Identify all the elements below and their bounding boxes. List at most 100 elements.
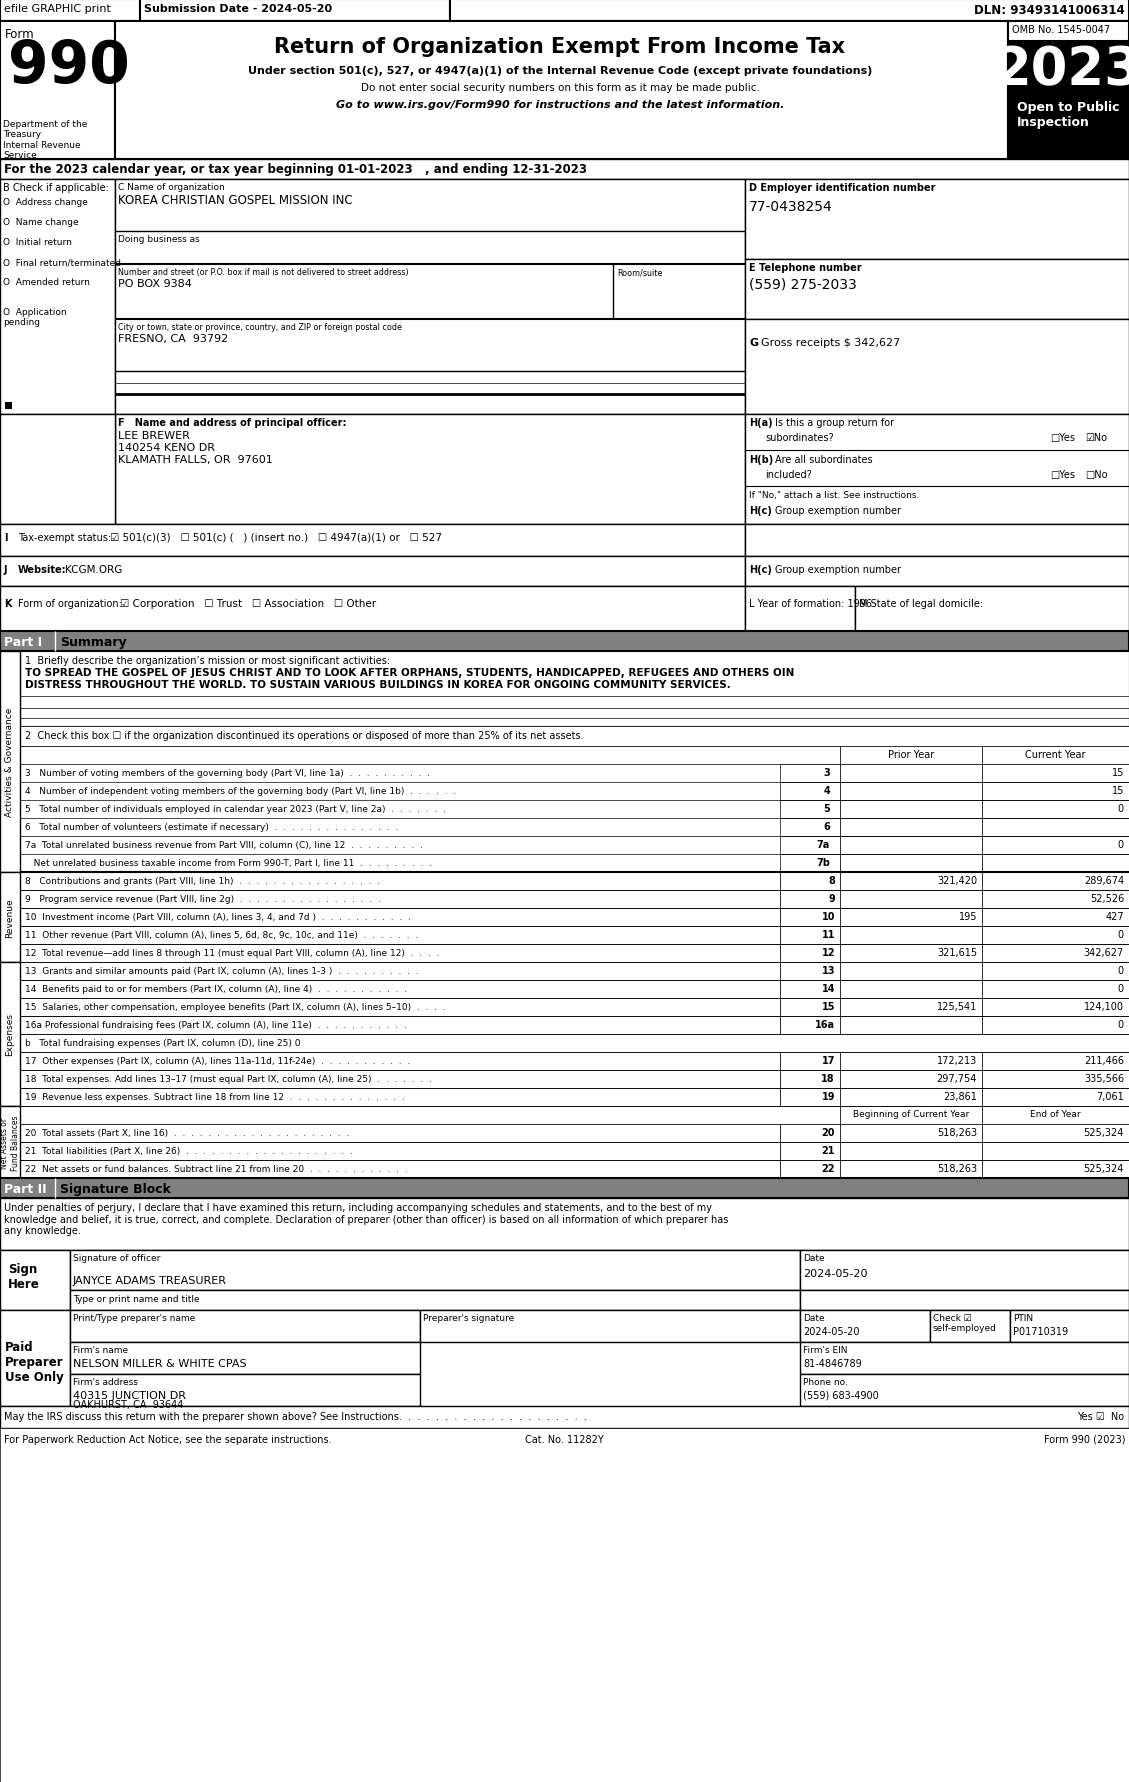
Text: 525,324: 525,324 xyxy=(1084,1164,1124,1173)
Text: H(b): H(b) xyxy=(749,454,773,465)
Bar xyxy=(20,998,780,1016)
Bar xyxy=(840,944,982,962)
Text: 172,213: 172,213 xyxy=(937,1055,977,1066)
Text: O  Application
pending: O Application pending xyxy=(3,308,67,328)
Bar xyxy=(0,524,745,556)
Text: 1  Briefly describe the organization’s mission or most significant activities:: 1 Briefly describe the organization’s mi… xyxy=(25,656,391,666)
Bar xyxy=(1010,1310,1129,1342)
Bar xyxy=(840,1053,982,1071)
Bar xyxy=(70,1290,800,1310)
Text: Net Assets or
Fund Balances: Net Assets or Fund Balances xyxy=(0,1114,19,1171)
Bar xyxy=(982,800,1129,818)
Bar xyxy=(0,873,20,962)
Text: 9   Program service revenue (Part VIII, line 2g)  .  .  .  .  .  .  .  .  .  .  : 9 Program service revenue (Part VIII, li… xyxy=(25,895,380,903)
Text: End of Year: End of Year xyxy=(1030,1110,1080,1119)
Text: 7,061: 7,061 xyxy=(1096,1091,1124,1101)
Bar xyxy=(780,1053,840,1071)
Text: 11: 11 xyxy=(822,930,835,939)
Text: Gross receipts $ 342,627: Gross receipts $ 342,627 xyxy=(761,339,900,347)
Bar xyxy=(982,980,1129,998)
Text: 52,526: 52,526 xyxy=(1089,893,1124,903)
Bar xyxy=(745,415,1129,524)
Text: 15: 15 xyxy=(1112,786,1124,795)
Bar xyxy=(800,1290,1129,1310)
Text: Cat. No. 11282Y: Cat. No. 11282Y xyxy=(525,1435,603,1443)
Bar xyxy=(20,891,780,909)
Bar xyxy=(780,873,840,891)
Text: OMB No. 1545-0047: OMB No. 1545-0047 xyxy=(1012,25,1110,36)
Text: 321,420: 321,420 xyxy=(937,875,977,886)
Text: Group exemption number: Group exemption number xyxy=(774,506,901,515)
Bar xyxy=(20,962,780,980)
Bar xyxy=(982,855,1129,873)
Bar xyxy=(780,1142,840,1160)
Text: 2023: 2023 xyxy=(995,45,1129,96)
Bar xyxy=(982,782,1129,800)
Bar xyxy=(840,764,982,782)
Bar xyxy=(0,160,1129,180)
Text: Room/suite: Room/suite xyxy=(618,267,663,276)
Text: DLN: 93493141006314: DLN: 93493141006314 xyxy=(974,4,1124,18)
Text: J: J xyxy=(5,565,8,574)
Bar xyxy=(840,1142,982,1160)
Text: 335,566: 335,566 xyxy=(1084,1073,1124,1083)
Bar xyxy=(780,891,840,909)
Text: 16a Professional fundraising fees (Part IX, column (A), line 11e)  .  .  .  .  .: 16a Professional fundraising fees (Part … xyxy=(25,1021,406,1030)
Text: 125,541: 125,541 xyxy=(937,1001,977,1012)
Bar xyxy=(855,586,1129,631)
Text: 10  Investment income (Part VIII, column (A), lines 3, 4, and 7d )  .  .  .  .  : 10 Investment income (Part VIII, column … xyxy=(25,912,411,921)
Bar xyxy=(745,260,1129,319)
Text: I: I xyxy=(5,533,8,544)
Text: efile GRAPHIC print: efile GRAPHIC print xyxy=(5,4,111,14)
Bar xyxy=(745,556,1129,586)
Bar xyxy=(780,836,840,855)
Bar xyxy=(780,998,840,1016)
Text: Department of the
Treasury
Internal Revenue
Service: Department of the Treasury Internal Reve… xyxy=(3,119,87,160)
Text: Group exemption number: Group exemption number xyxy=(774,565,901,574)
Text: 14  Benefits paid to or for members (Part IX, column (A), line 4)  .  .  .  .  .: 14 Benefits paid to or for members (Part… xyxy=(25,984,408,993)
Bar xyxy=(982,1016,1129,1034)
Text: LEE BREWER: LEE BREWER xyxy=(119,431,190,440)
Bar xyxy=(0,586,745,631)
Text: TO SPREAD THE GOSPEL OF JESUS CHRIST AND TO LOOK AFTER ORPHANS, STUDENTS, HANDIC: TO SPREAD THE GOSPEL OF JESUS CHRIST AND… xyxy=(25,668,795,677)
Text: O  Final return/terminated: O Final return/terminated xyxy=(3,258,121,267)
Text: Signature of officer: Signature of officer xyxy=(73,1253,160,1262)
Bar xyxy=(1008,21,1129,160)
Text: Print/Type preparer's name: Print/Type preparer's name xyxy=(73,1313,195,1322)
Bar xyxy=(780,944,840,962)
Text: Form 990 (2023): Form 990 (2023) xyxy=(1043,1435,1124,1443)
Text: Yes ☑  No: Yes ☑ No xyxy=(1077,1411,1124,1422)
Text: 20  Total assets (Part X, line 16)  .  .  .  .  .  .  .  .  .  .  .  .  .  .  . : 20 Total assets (Part X, line 16) . . . … xyxy=(25,1128,349,1137)
Text: 10: 10 xyxy=(822,911,835,921)
Text: E Telephone number: E Telephone number xyxy=(749,264,861,273)
Text: 19: 19 xyxy=(822,1091,835,1101)
Text: O  Name change: O Name change xyxy=(3,217,79,226)
Text: 15  Salaries, other compensation, employee benefits (Part IX, column (A), lines : 15 Salaries, other compensation, employe… xyxy=(25,1003,446,1012)
Bar xyxy=(20,1071,780,1089)
Bar xyxy=(745,524,1129,556)
Text: For Paperwork Reduction Act Notice, see the separate instructions.: For Paperwork Reduction Act Notice, see … xyxy=(5,1435,332,1443)
Bar xyxy=(982,1124,1129,1142)
Text: 0: 0 xyxy=(1118,930,1124,939)
Bar xyxy=(20,727,1129,747)
Text: If "No," attach a list. See instructions.: If "No," attach a list. See instructions… xyxy=(749,490,919,499)
Bar xyxy=(1008,43,1129,98)
Text: 427: 427 xyxy=(1105,911,1124,921)
Bar xyxy=(20,980,780,998)
Text: 13  Grants and similar amounts paid (Part IX, column (A), lines 1-3 )  .  .  .  : 13 Grants and similar amounts paid (Part… xyxy=(25,966,419,975)
Text: Revenue: Revenue xyxy=(6,898,15,937)
Bar xyxy=(982,927,1129,944)
Text: 81-4846789: 81-4846789 xyxy=(803,1358,861,1369)
Text: 518,263: 518,263 xyxy=(937,1164,977,1173)
Text: Expenses: Expenses xyxy=(6,1012,15,1057)
Bar xyxy=(115,21,1008,160)
Text: Summary: Summary xyxy=(60,636,126,649)
Text: 2024-05-20: 2024-05-20 xyxy=(803,1326,859,1336)
Bar xyxy=(0,1310,70,1406)
Bar xyxy=(450,0,1129,21)
Text: May the IRS discuss this return with the preparer shown above? See Instructions.: May the IRS discuss this return with the… xyxy=(5,1411,587,1422)
Text: 3   Number of voting members of the governing body (Part VI, line 1a)  .  .  .  : 3 Number of voting members of the govern… xyxy=(25,768,430,777)
Bar xyxy=(0,180,115,415)
Text: Under penalties of perjury, I declare that I have examined this return, includin: Under penalties of perjury, I declare th… xyxy=(5,1203,728,1235)
Text: □Yes: □Yes xyxy=(1050,470,1075,479)
